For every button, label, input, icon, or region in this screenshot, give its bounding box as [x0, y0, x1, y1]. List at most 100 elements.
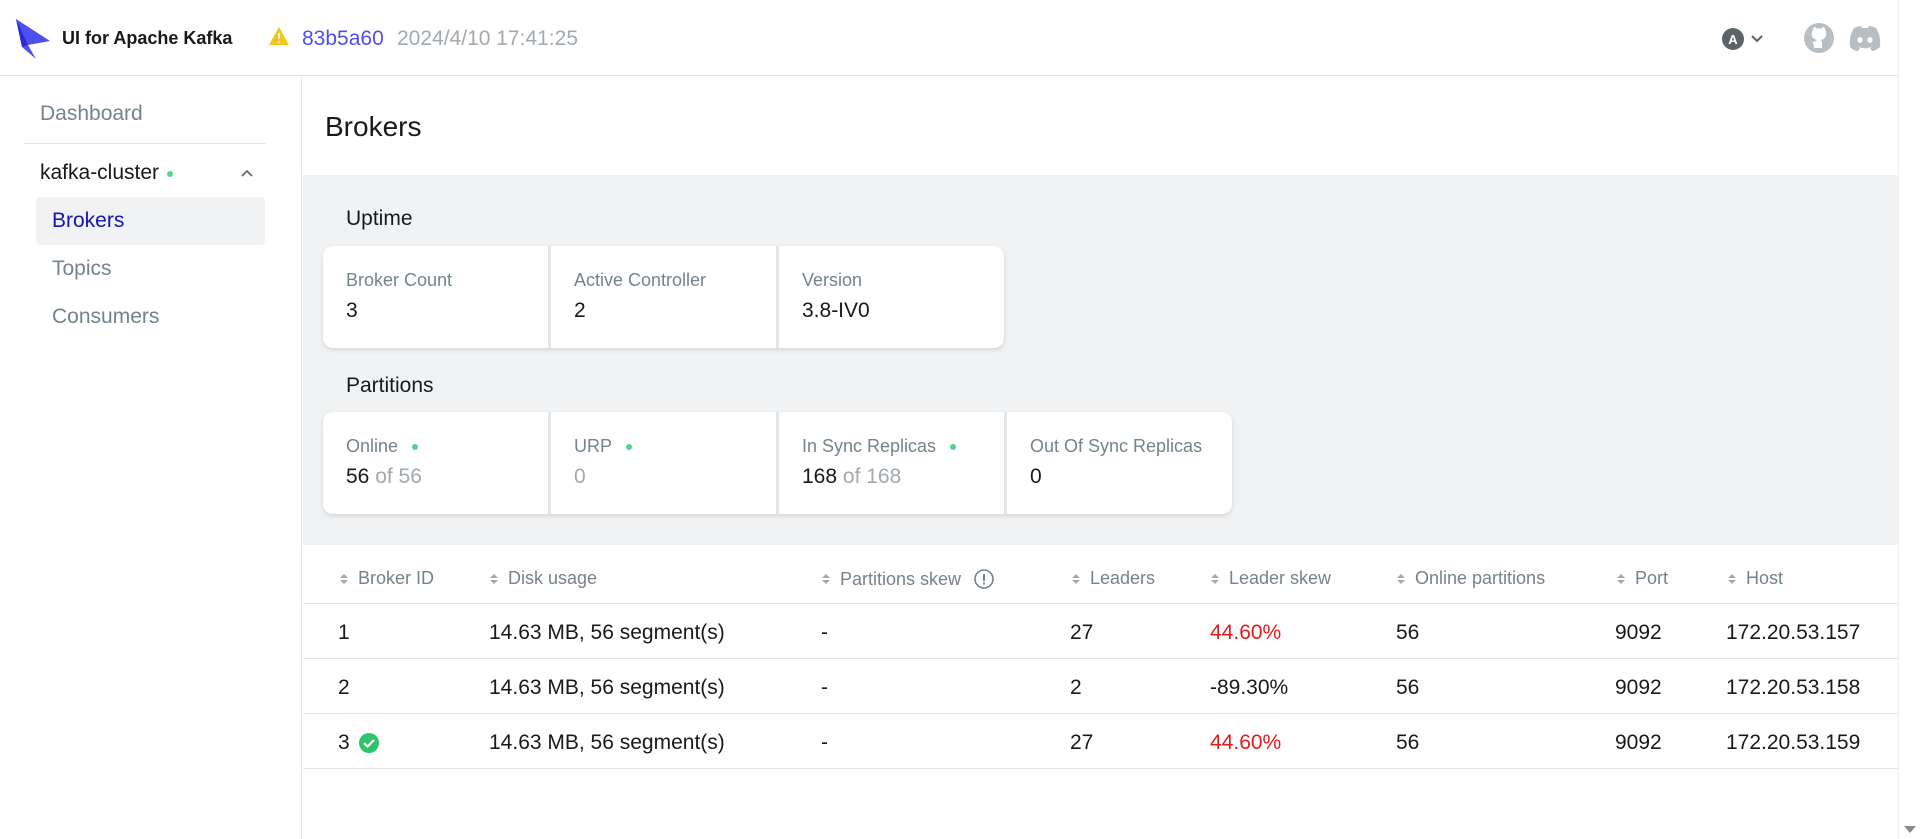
urp-label: URP [574, 436, 613, 456]
broker-count-card: Broker Count 3 [323, 246, 548, 348]
isr-total: of 168 [842, 465, 902, 488]
oosr-label: Out Of Sync Replicas [1030, 436, 1203, 456]
partitions-skew-cell: - [821, 731, 828, 754]
sort-icon [1072, 573, 1080, 584]
leaders-cell: 27 [1070, 731, 1094, 754]
top-navbar: UI for Apache Kafka 83b5a60 2024/4/10 17… [0, 0, 1898, 76]
col-leaders-label: Leaders [1090, 568, 1156, 588]
user-avatar: A [1722, 28, 1744, 50]
broker-count-value: 3 [346, 299, 358, 322]
chevron-up-icon [241, 169, 253, 177]
warning-icon [269, 27, 289, 45]
user-menu[interactable]: A [1722, 26, 1772, 52]
online-label: Online [346, 436, 399, 456]
sort-icon [1397, 573, 1405, 584]
sort-icon [1617, 573, 1625, 584]
partitions-cards: Online 56 of 56 URP 0 In Sync Replicas 1… [323, 412, 1232, 514]
build-date: 2024/4/10 17:41:25 [397, 27, 579, 50]
uptime-title: Uptime [346, 207, 413, 230]
leaders-cell: 27 [1070, 621, 1094, 644]
online-value: 56 [346, 465, 370, 488]
sort-icon [490, 573, 498, 584]
active-controller-label: Active Controller [574, 270, 707, 290]
cluster-toggle[interactable]: kafka-cluster [40, 158, 266, 188]
oosr-card: Out Of Sync Replicas 0 [1007, 412, 1232, 514]
online-total: of 56 [375, 465, 422, 488]
col-broker-id[interactable]: Broker ID [338, 568, 434, 589]
sidebar-item-consumers[interactable]: Consumers [52, 305, 160, 328]
leaders-cell: 2 [1070, 676, 1082, 699]
urp-card: URP 0 [551, 412, 776, 514]
sort-icon [1728, 573, 1736, 584]
oosr-value: 0 [1030, 465, 1042, 488]
commit-link[interactable]: 83b5a60 [302, 27, 384, 50]
version-value: 3.8-IV0 [802, 299, 870, 322]
online-partitions-cell: 56 [1396, 731, 1420, 754]
broker-id-link[interactable]: 3 [338, 731, 350, 754]
partitions-title: Partitions [346, 374, 434, 397]
table-row[interactable]: 1 14.63 MB, 56 segment(s) - 27 44.60% 56… [303, 604, 1898, 659]
sidebar-item-brokers[interactable]: Brokers [36, 197, 265, 245]
leader-skew-cell: 44.60% [1210, 731, 1282, 754]
leader-skew-cell: -89.30% [1210, 676, 1289, 699]
nav-dashboard[interactable]: Dashboard [40, 102, 143, 125]
partitions-skew-cell: - [821, 621, 828, 644]
host-cell: 172.20.53.158 [1726, 676, 1861, 699]
col-partitions-skew[interactable]: Partitions skew [820, 568, 995, 590]
leader-skew-cell: 44.60% [1210, 621, 1282, 644]
port-cell: 9092 [1615, 731, 1662, 754]
col-host-label: Host [1746, 568, 1784, 588]
version-card: Version 3.8-IV0 [779, 246, 1004, 348]
broker-id-cell[interactable]: 3 [338, 731, 380, 755]
table-row[interactable]: 2 14.63 MB, 56 segment(s) - 2 -89.30% 56… [303, 659, 1898, 714]
col-broker-id-label: Broker ID [358, 568, 435, 588]
broker-id-link[interactable]: 1 [338, 621, 350, 644]
port-cell: 9092 [1615, 621, 1662, 644]
disk-usage-cell: 14.63 MB, 56 segment(s) [489, 731, 725, 754]
version-label: Version [802, 270, 863, 290]
col-leader-skew[interactable]: Leader skew [1209, 568, 1331, 589]
col-disk-usage[interactable]: Disk usage [488, 568, 597, 589]
table-row[interactable]: 3 14.63 MB, 56 segment(s) - 27 44.60% 56… [303, 714, 1898, 769]
col-disk-usage-label: Disk usage [508, 568, 598, 588]
info-icon[interactable] [973, 568, 995, 590]
urp-value: 0 [574, 465, 586, 488]
col-port[interactable]: Port [1615, 568, 1668, 589]
active-controller-card: Active Controller 2 [551, 246, 776, 348]
isr-value: 168 [802, 465, 838, 488]
active-controller-value: 2 [574, 299, 586, 322]
cluster-name: kafka-cluster [40, 161, 160, 184]
online-partitions-cell: 56 [1396, 621, 1420, 644]
online-card: Online 56 of 56 [323, 412, 548, 514]
col-online-partitions[interactable]: Online partitions [1395, 568, 1545, 589]
col-online-partitions-label: Online partitions [1415, 568, 1546, 588]
isr-card: In Sync Replicas 168 of 168 [779, 412, 1004, 514]
kafka-logo-icon[interactable] [14, 17, 52, 61]
isr-label: In Sync Replicas [802, 436, 937, 456]
sort-icon [1211, 573, 1219, 584]
disk-usage-cell: 14.63 MB, 56 segment(s) [489, 676, 725, 699]
cluster-status-dot [167, 171, 174, 177]
scroll-down-arrow-icon[interactable] [1904, 826, 1916, 833]
col-leaders[interactable]: Leaders [1070, 568, 1155, 589]
chevron-down-icon [1751, 35, 1763, 43]
host-cell: 172.20.53.157 [1726, 621, 1861, 644]
col-host[interactable]: Host [1726, 568, 1783, 589]
urp-status-dot [626, 443, 633, 450]
page-title: Brokers [325, 111, 422, 142]
sort-icon [340, 573, 348, 584]
host-cell: 172.20.53.159 [1726, 731, 1861, 754]
broker-id-link[interactable]: 2 [338, 676, 350, 699]
discord-icon[interactable] [1848, 25, 1882, 53]
uptime-cards: Broker Count 3 Active Controller 2 Versi… [323, 246, 1004, 348]
github-icon[interactable] [1803, 22, 1835, 54]
sidebar-item-topics[interactable]: Topics [52, 257, 112, 280]
online-partitions-cell: 56 [1396, 676, 1420, 699]
partitions-skew-cell: - [821, 676, 828, 699]
brand-title[interactable]: UI for Apache Kafka [62, 28, 233, 48]
controller-check-icon [358, 733, 379, 753]
online-status-dot [412, 443, 419, 450]
col-port-label: Port [1635, 568, 1669, 588]
col-partitions-skew-label: Partitions skew [840, 568, 962, 589]
page-scrollbar[interactable] [1898, 0, 1920, 839]
